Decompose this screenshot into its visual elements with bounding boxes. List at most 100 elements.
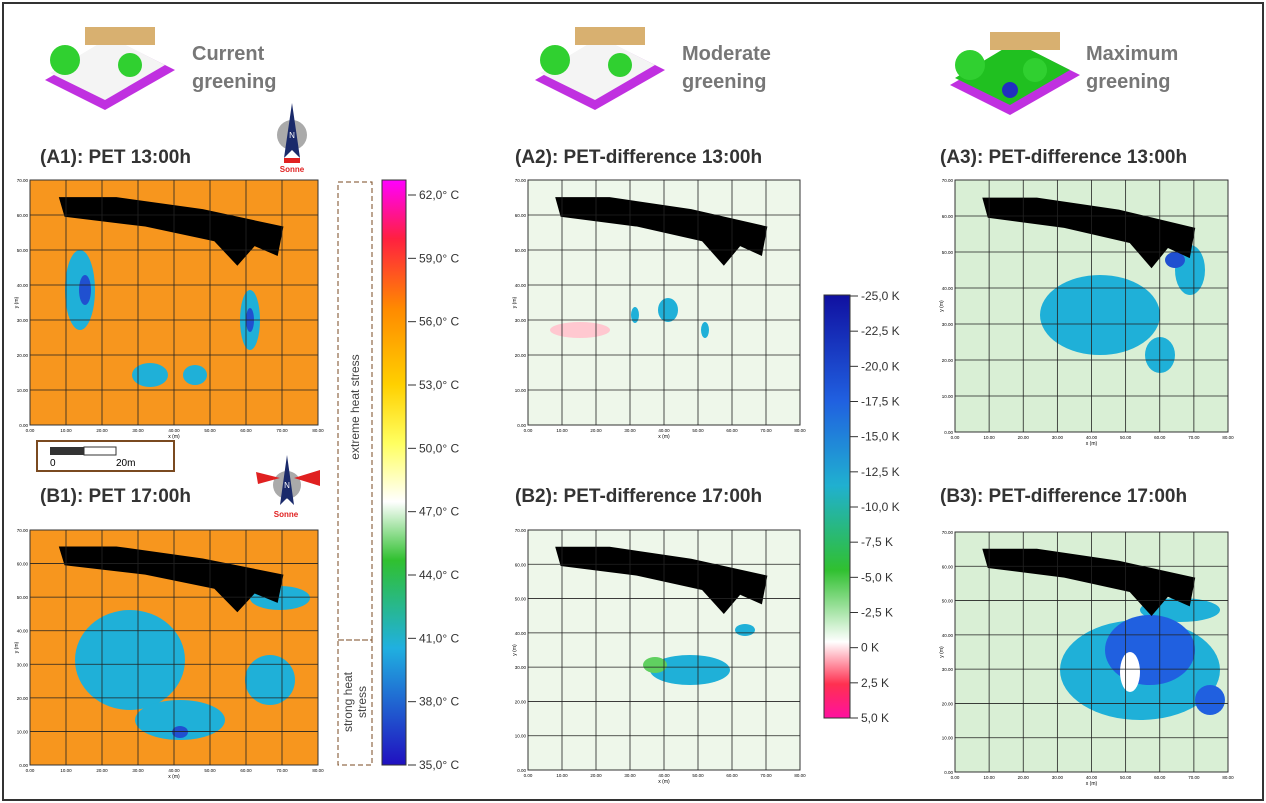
scenario-title: Current greening — [192, 40, 302, 96]
scenario-tree — [118, 53, 142, 77]
scenario-title: Maximum greening — [1086, 40, 1196, 96]
x-tick-label: 20.00 — [96, 768, 108, 773]
y-axis-label: y (m) — [939, 646, 945, 658]
y-tick-label: 10.00 — [515, 388, 527, 393]
x-tick-label: 40.00 — [1086, 435, 1098, 440]
x-tick-label: 70.00 — [276, 428, 288, 433]
scenario-tree — [540, 45, 570, 75]
y-axis-label: y (m) — [14, 641, 20, 653]
x-tick-label: 20.00 — [96, 428, 108, 433]
x-tick-label: 70.00 — [276, 768, 288, 773]
panel-title: (B1): PET 17:00h — [40, 486, 191, 508]
map-blob — [735, 624, 755, 636]
x-axis-label: x (m) — [168, 774, 180, 780]
x-tick-label: 0.00 — [524, 428, 533, 433]
y-tick-label: 60.00 — [17, 213, 29, 218]
x-tick-label: 0.00 — [951, 775, 960, 780]
x-tick-label: 80.00 — [794, 773, 806, 778]
y-tick-label: 70.00 — [17, 178, 29, 183]
y-tick-label: 50.00 — [515, 597, 527, 602]
scale-bar — [84, 447, 116, 455]
panel-title: (B3): PET-difference 17:00h — [940, 486, 1187, 508]
y-axis-label: y (m) — [14, 296, 20, 308]
scenario-buildings — [85, 27, 155, 45]
map-blob — [701, 322, 709, 338]
y-tick-label: 40.00 — [515, 631, 527, 636]
map-blob — [1195, 685, 1225, 715]
scale-bar-box — [37, 441, 174, 471]
colorbar-label: 41,0° C — [419, 631, 459, 645]
y-tick-label: 30.00 — [17, 318, 29, 323]
x-tick-label: 40.00 — [658, 773, 670, 778]
y-tick-label: 60.00 — [515, 562, 527, 567]
y-tick-label: 20.00 — [942, 701, 954, 706]
colorbar-label: 5,0 K — [861, 711, 889, 725]
y-tick-label: 70.00 — [942, 530, 954, 535]
y-tick-label: 40.00 — [942, 633, 954, 638]
map-blob — [1105, 615, 1195, 685]
colorbar-label: 35,0° C — [419, 758, 459, 772]
x-tick-label: 80.00 — [794, 428, 806, 433]
y-tick-label: 40.00 — [942, 286, 954, 291]
y-tick-label: 20.00 — [515, 699, 527, 704]
diff-colorbar — [824, 295, 850, 718]
y-tick-label: 70.00 — [515, 528, 527, 533]
map-blob — [550, 322, 610, 338]
x-tick-label: 0.00 — [26, 768, 35, 773]
y-tick-label: 0.00 — [19, 763, 28, 768]
map-blob — [1040, 275, 1160, 355]
colorbar-label: 0 K — [861, 641, 879, 655]
colorbar-label: 44,0° C — [419, 568, 459, 582]
zone-label: strong heat stress — [341, 662, 369, 742]
x-tick-label: 30.00 — [132, 428, 144, 433]
figure-graphics: 0 20m N Sonne N Sonne 0.0010.0020.0030.0… — [0, 0, 1266, 803]
x-tick-label: 50.00 — [1120, 775, 1132, 780]
map-blob — [79, 275, 91, 305]
y-tick-label: 30.00 — [942, 667, 954, 672]
zone-label: extreme heat stress — [348, 342, 362, 472]
colorbar-label: -7,5 K — [861, 535, 893, 549]
y-tick-label: 60.00 — [942, 564, 954, 569]
x-tick-label: 50.00 — [692, 428, 704, 433]
scale-start: 0 — [50, 458, 56, 469]
y-tick-label: 60.00 — [515, 213, 527, 218]
map-blob — [631, 307, 639, 323]
map-blob — [658, 298, 678, 322]
x-tick-label: 30.00 — [624, 428, 636, 433]
x-tick-label: 0.00 — [26, 428, 35, 433]
x-tick-label: 40.00 — [168, 428, 180, 433]
x-tick-label: 70.00 — [760, 428, 772, 433]
y-tick-label: 20.00 — [17, 353, 29, 358]
y-tick-label: 40.00 — [515, 283, 527, 288]
y-tick-label: 70.00 — [942, 178, 954, 183]
x-axis-label: x (m) — [168, 434, 180, 440]
colorbar-label: 38,0° C — [419, 695, 459, 709]
x-tick-label: 80.00 — [1222, 775, 1234, 780]
colorbar-label: 59,0° C — [419, 251, 459, 265]
x-axis-label: x (m) — [1086, 781, 1098, 787]
y-tick-label: 50.00 — [942, 599, 954, 604]
compass-n: N — [284, 481, 290, 490]
x-tick-label: 10.00 — [983, 435, 995, 440]
colorbar-label: -12,5 K — [861, 465, 900, 479]
panel-title: (A1): PET 13:00h — [40, 147, 191, 169]
y-tick-label: 0.00 — [19, 423, 28, 428]
scenario-title: Moderate greening — [682, 40, 792, 96]
scale-bar — [50, 447, 84, 455]
y-tick-label: 10.00 — [942, 394, 954, 399]
x-tick-label: 20.00 — [1018, 435, 1030, 440]
panel-title: (B2): PET-difference 17:00h — [515, 486, 762, 508]
y-axis-label: y (m) — [512, 296, 518, 308]
x-tick-label: 10.00 — [60, 428, 72, 433]
x-tick-label: 70.00 — [760, 773, 772, 778]
pet-colorbar — [382, 180, 406, 765]
x-tick-label: 80.00 — [312, 768, 324, 773]
x-tick-label: 50.00 — [204, 428, 216, 433]
x-tick-label: 60.00 — [726, 428, 738, 433]
x-axis-label: x (m) — [658, 434, 670, 440]
x-tick-label: 20.00 — [590, 773, 602, 778]
scenario-tree — [1023, 58, 1047, 82]
colorbar-label: -17,5 K — [861, 395, 900, 409]
x-axis-label: x (m) — [1086, 441, 1098, 447]
x-tick-label: 60.00 — [1154, 775, 1166, 780]
